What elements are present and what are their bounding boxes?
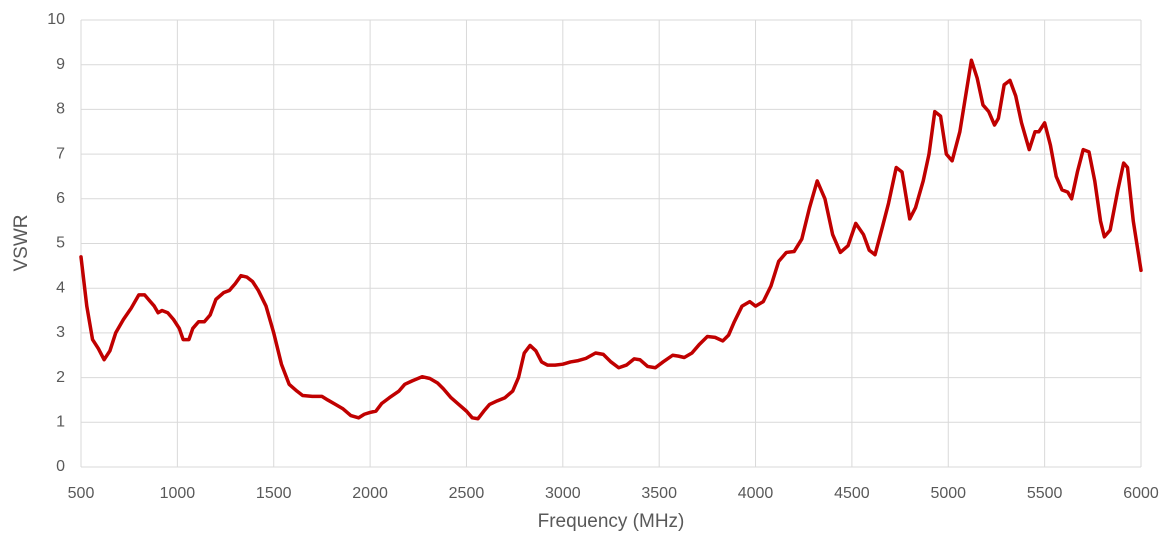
x-tick-label: 2500 <box>449 485 485 502</box>
x-tick-label: 5500 <box>1027 485 1063 502</box>
x-tick-label: 1500 <box>256 485 292 502</box>
y-tick-label: 10 <box>47 11 65 28</box>
x-tick-label: 5000 <box>930 485 966 502</box>
x-tick-label: 1000 <box>160 485 196 502</box>
y-tick-label: 2 <box>56 369 65 386</box>
y-tick-label: 0 <box>56 458 65 475</box>
y-tick-label: 9 <box>56 56 65 73</box>
x-tick-label: 3500 <box>641 485 677 502</box>
x-tick-label: 3000 <box>545 485 581 502</box>
x-tick-label: 6000 <box>1123 485 1159 502</box>
y-tick-label: 1 <box>56 414 65 431</box>
y-tick-label: 6 <box>56 190 65 207</box>
y-tick-label: 8 <box>56 101 65 118</box>
y-tick-label: 5 <box>56 235 65 252</box>
x-axis-title: Frequency (MHz) <box>538 511 685 532</box>
y-tick-label: 7 <box>56 145 65 162</box>
data-line <box>79 58 1143 421</box>
y-tick-label: 4 <box>56 279 65 296</box>
y-axis-title: VSWR <box>11 215 32 272</box>
x-tick-label: 500 <box>68 485 95 502</box>
y-tick-label: 3 <box>56 324 65 341</box>
x-tick-label: 4500 <box>834 485 870 502</box>
x-tick-label: 2000 <box>352 485 388 502</box>
x-tick-label: 4000 <box>738 485 774 502</box>
